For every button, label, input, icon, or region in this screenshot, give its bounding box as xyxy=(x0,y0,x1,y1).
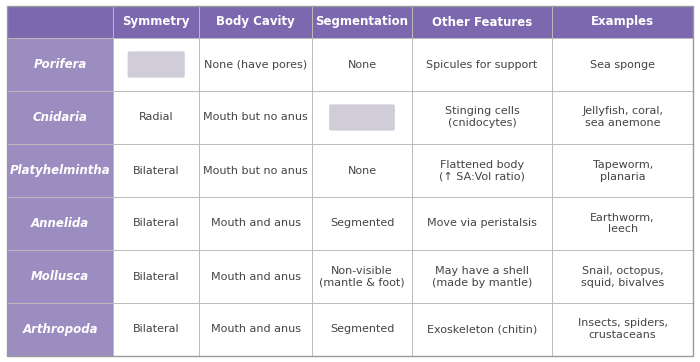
Text: Mouth but no anus: Mouth but no anus xyxy=(203,165,308,176)
Bar xyxy=(7,38,113,91)
Bar xyxy=(7,91,113,144)
Bar xyxy=(412,303,552,356)
Text: Sea sponge: Sea sponge xyxy=(590,59,655,70)
Bar xyxy=(113,250,199,303)
Text: Move via peristalsis: Move via peristalsis xyxy=(427,219,537,228)
Bar xyxy=(113,38,199,91)
Text: Earthworm,
leech: Earthworm, leech xyxy=(590,212,655,235)
Text: Mouth and anus: Mouth and anus xyxy=(211,324,301,334)
Bar xyxy=(552,144,693,197)
Bar xyxy=(7,144,113,197)
Text: Radial: Radial xyxy=(139,113,174,122)
Bar xyxy=(7,6,113,38)
Text: None: None xyxy=(347,59,377,70)
Text: Insects, spiders,
crustaceans: Insects, spiders, crustaceans xyxy=(578,319,668,341)
Bar xyxy=(552,38,693,91)
Text: Platyhelmintha: Platyhelmintha xyxy=(10,164,111,177)
Text: Arthropoda: Arthropoda xyxy=(22,323,98,336)
Bar xyxy=(199,250,312,303)
Bar xyxy=(7,303,113,356)
Bar xyxy=(113,197,199,250)
Text: Mouth and anus: Mouth and anus xyxy=(211,219,301,228)
Text: Segmented: Segmented xyxy=(330,324,394,334)
Bar xyxy=(312,197,412,250)
Text: Bilateral: Bilateral xyxy=(133,324,179,334)
Bar xyxy=(312,6,412,38)
Bar xyxy=(199,197,312,250)
Text: Spicules for support: Spicules for support xyxy=(426,59,538,70)
Bar xyxy=(552,197,693,250)
Bar xyxy=(113,303,199,356)
Bar xyxy=(412,6,552,38)
Bar xyxy=(7,197,113,250)
Text: Bilateral: Bilateral xyxy=(133,219,179,228)
Text: Bilateral: Bilateral xyxy=(133,272,179,282)
Bar xyxy=(552,91,693,144)
Bar xyxy=(199,144,312,197)
Text: May have a shell
(made by mantle): May have a shell (made by mantle) xyxy=(432,265,532,287)
Bar xyxy=(7,250,113,303)
Text: Exoskeleton (chitin): Exoskeleton (chitin) xyxy=(427,324,537,334)
Bar xyxy=(113,6,199,38)
Text: Snail, octopus,
squid, bivalves: Snail, octopus, squid, bivalves xyxy=(581,265,664,287)
Text: Symmetry: Symmetry xyxy=(122,16,190,29)
Text: Stinging cells
(cnidocytes): Stinging cells (cnidocytes) xyxy=(444,106,519,129)
Text: Body Cavity: Body Cavity xyxy=(216,16,295,29)
Text: Other Features: Other Features xyxy=(432,16,532,29)
Text: Porifera: Porifera xyxy=(34,58,87,71)
Text: Bilateral: Bilateral xyxy=(133,165,179,176)
Text: Segmentation: Segmentation xyxy=(316,16,409,29)
Text: Mouth but no anus: Mouth but no anus xyxy=(203,113,308,122)
Text: Mouth and anus: Mouth and anus xyxy=(211,272,301,282)
Bar xyxy=(412,38,552,91)
Bar xyxy=(199,303,312,356)
Bar xyxy=(199,6,312,38)
Bar xyxy=(312,303,412,356)
Text: Tapeworm,
planaria: Tapeworm, planaria xyxy=(593,160,653,181)
Bar xyxy=(552,303,693,356)
Bar xyxy=(552,6,693,38)
Text: None: None xyxy=(347,165,377,176)
Bar xyxy=(199,91,312,144)
Bar xyxy=(312,250,412,303)
Bar xyxy=(312,144,412,197)
Bar xyxy=(113,144,199,197)
Bar xyxy=(412,250,552,303)
Text: Cnidaria: Cnidaria xyxy=(33,111,88,124)
Text: Mollusca: Mollusca xyxy=(31,270,89,283)
Bar xyxy=(412,197,552,250)
Text: Non-visible
(mantle & foot): Non-visible (mantle & foot) xyxy=(319,265,405,287)
Bar xyxy=(312,91,412,144)
Text: Examples: Examples xyxy=(591,16,654,29)
Bar xyxy=(552,250,693,303)
Bar xyxy=(199,38,312,91)
FancyBboxPatch shape xyxy=(127,51,185,77)
Bar xyxy=(113,91,199,144)
Bar xyxy=(412,91,552,144)
Bar xyxy=(412,144,552,197)
Text: Jellyfish, coral,
sea anemone: Jellyfish, coral, sea anemone xyxy=(582,106,663,129)
Text: None (have pores): None (have pores) xyxy=(204,59,307,70)
Bar xyxy=(312,38,412,91)
FancyBboxPatch shape xyxy=(329,104,395,131)
Text: Annelida: Annelida xyxy=(31,217,89,230)
Text: Flattened body
(↑ SA:Vol ratio): Flattened body (↑ SA:Vol ratio) xyxy=(439,160,525,181)
Text: Segmented: Segmented xyxy=(330,219,394,228)
